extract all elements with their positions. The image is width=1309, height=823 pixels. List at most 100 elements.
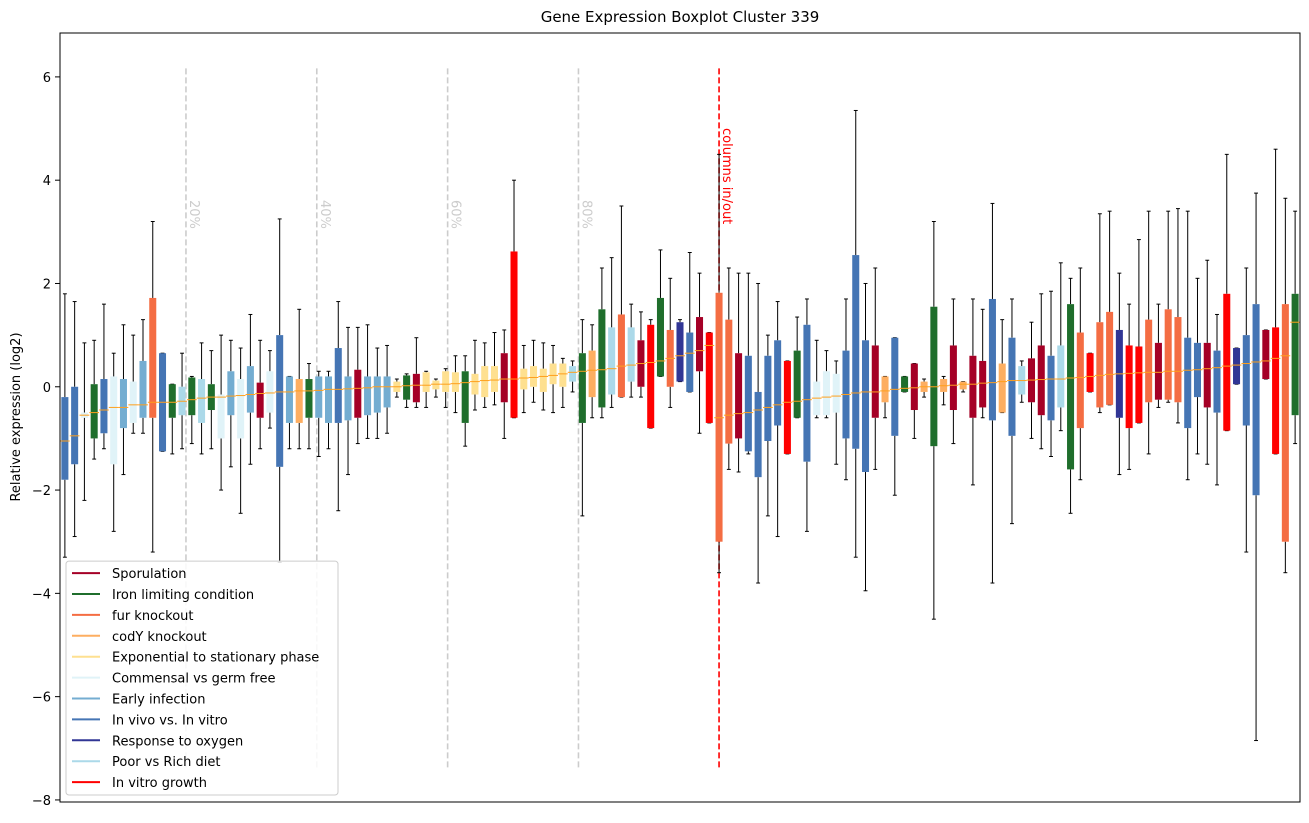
box xyxy=(422,372,430,392)
reference-label: columns in/out xyxy=(719,128,734,224)
box xyxy=(861,340,870,472)
box xyxy=(754,391,762,478)
box xyxy=(774,340,782,426)
box xyxy=(979,360,987,408)
y-tick-label: −2 xyxy=(32,484,51,499)
legend-label: Poor vs Rich diet xyxy=(112,755,220,770)
box xyxy=(1262,329,1270,380)
box xyxy=(764,355,772,441)
box xyxy=(110,376,118,465)
y-tick-label: −6 xyxy=(32,691,51,706)
box xyxy=(198,379,206,423)
box xyxy=(510,251,518,418)
box xyxy=(822,371,830,416)
box xyxy=(1213,350,1221,413)
box xyxy=(696,317,704,372)
box xyxy=(832,373,840,413)
box xyxy=(1096,322,1104,408)
box xyxy=(578,353,586,423)
box xyxy=(588,350,596,398)
box xyxy=(1272,327,1280,454)
box xyxy=(1281,304,1289,542)
box xyxy=(1291,293,1299,416)
box xyxy=(1086,353,1094,392)
box xyxy=(315,376,323,418)
box xyxy=(324,376,333,423)
box xyxy=(793,350,801,418)
box xyxy=(1047,355,1055,421)
box xyxy=(285,376,293,423)
box xyxy=(744,355,752,452)
legend-box xyxy=(65,560,339,796)
box xyxy=(803,324,811,462)
y-tick-label: 2 xyxy=(43,277,51,292)
box xyxy=(539,368,547,392)
box xyxy=(451,372,459,392)
box xyxy=(569,366,577,382)
box xyxy=(901,376,909,392)
box xyxy=(617,314,625,398)
box xyxy=(500,353,508,403)
box xyxy=(598,309,606,408)
box xyxy=(969,355,977,418)
y-tick-label: −4 xyxy=(32,587,51,602)
box xyxy=(520,368,528,390)
legend-label: In vivo vs. In vitro xyxy=(112,713,228,728)
box xyxy=(412,373,420,403)
box xyxy=(305,379,313,418)
box xyxy=(373,376,381,413)
box xyxy=(735,353,743,439)
legend-label: In vitro growth xyxy=(112,776,207,791)
box xyxy=(1184,337,1192,429)
box xyxy=(988,298,996,421)
reference-label: 80% xyxy=(578,200,593,229)
box xyxy=(715,292,723,542)
box xyxy=(129,381,137,423)
box xyxy=(100,379,108,434)
box xyxy=(139,360,147,418)
box xyxy=(871,345,879,418)
box xyxy=(1174,317,1182,403)
box xyxy=(90,384,98,439)
legend-label: Sporulation xyxy=(112,567,187,582)
box xyxy=(1203,342,1211,408)
box xyxy=(295,379,303,423)
box xyxy=(949,345,957,411)
box xyxy=(1057,345,1065,408)
box xyxy=(1145,319,1153,403)
box xyxy=(725,319,733,444)
box xyxy=(334,348,342,423)
legend-label: Commensal vs germ free xyxy=(112,672,275,687)
box xyxy=(656,297,664,377)
box xyxy=(1037,345,1045,416)
box xyxy=(1125,345,1133,429)
box xyxy=(1154,342,1162,400)
box xyxy=(1008,337,1016,436)
box xyxy=(442,371,450,392)
box xyxy=(168,384,176,418)
box xyxy=(852,255,860,449)
reference-label: 40% xyxy=(317,200,332,229)
box xyxy=(1242,335,1250,426)
box xyxy=(71,386,79,465)
box xyxy=(256,382,264,418)
y-tick-label: −8 xyxy=(32,794,51,809)
box xyxy=(627,327,635,382)
box xyxy=(549,363,557,385)
box xyxy=(237,379,245,439)
box xyxy=(61,397,69,480)
box xyxy=(432,380,440,390)
legend-label: fur knockout xyxy=(112,609,194,624)
box xyxy=(608,327,616,395)
y-tick-label: 0 xyxy=(43,381,51,396)
box xyxy=(559,363,567,387)
box xyxy=(461,371,469,423)
box xyxy=(705,332,713,423)
box xyxy=(217,394,225,439)
box xyxy=(364,376,372,416)
box xyxy=(676,322,684,382)
box xyxy=(490,366,499,392)
box xyxy=(1164,309,1172,400)
box xyxy=(1233,348,1241,385)
